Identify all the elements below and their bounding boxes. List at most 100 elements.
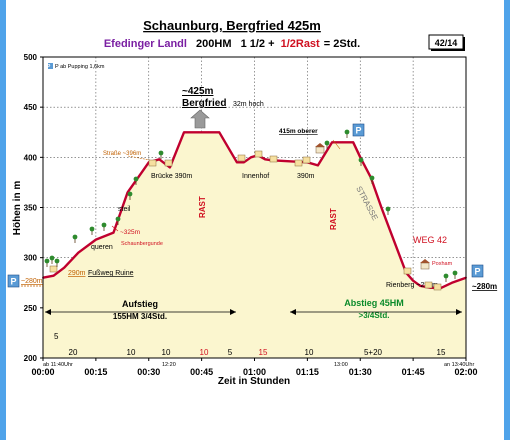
abstieg-detail: >3/4Std.	[359, 311, 390, 320]
tree-12	[344, 129, 350, 135]
aufstieg-arrow-head-left	[45, 309, 51, 315]
tree-14	[369, 175, 375, 181]
parking-sign-end: P	[471, 264, 484, 278]
elevation-point	[391, 234, 393, 237]
x-tick-label: 02:00	[454, 367, 477, 377]
time-1220-label: 12:20	[162, 362, 176, 368]
elevation-point	[317, 164, 319, 167]
page-badge-label: 42/14	[435, 38, 458, 48]
x-tick-label: 01:00	[243, 367, 266, 377]
parking-sign-start: P	[7, 274, 20, 288]
segment-15b: 15	[437, 348, 446, 357]
tree-10	[158, 150, 164, 156]
y-tick-label: 450	[24, 103, 38, 112]
subtitle-rast: 1/2Rast	[281, 38, 320, 50]
y-tick-label: 350	[24, 204, 38, 213]
svg-text:P: P	[10, 277, 16, 287]
rast-label-2: RAST	[329, 208, 338, 230]
elevation-point	[352, 141, 355, 144]
bergfried-note: 32m hoch	[233, 101, 264, 108]
alt-390-label: 390m	[297, 173, 315, 180]
elevation-point	[218, 131, 221, 134]
bergfried-label: Bergfried	[182, 98, 226, 109]
end-time-label: an 13:40Uhr	[444, 362, 474, 368]
end-altitude-label: ~280m	[472, 282, 497, 291]
elevation-point	[250, 156, 252, 159]
rienberg-marker-2	[424, 281, 433, 289]
chart-subtitle: Efedinger Landl 200HM 1 1/2 + 1/2Rast = …	[104, 38, 360, 50]
segment-10-rast: 10	[200, 348, 209, 357]
x-tick-label: 00:00	[31, 367, 54, 377]
segment-10c: 10	[305, 348, 314, 357]
subtitle-time: 1 1/2 +	[241, 38, 275, 50]
elevation-point	[243, 161, 245, 164]
elevation-point	[341, 141, 344, 144]
house-poxham	[420, 262, 430, 270]
tree-6	[101, 222, 107, 228]
parking-legend-letter: P	[47, 64, 51, 70]
tree-13	[358, 157, 364, 163]
elevation-line	[42, 131, 467, 289]
tree-8	[127, 191, 133, 197]
subtitle-total: = 2Std.	[324, 38, 360, 50]
bruecke-marker-2	[164, 159, 173, 167]
ruine-marker	[49, 265, 58, 273]
innenhof-marker-2	[254, 150, 263, 158]
elevation-point	[112, 231, 115, 234]
house-poxham-roof	[420, 259, 430, 263]
elevation-point	[140, 171, 143, 174]
svg-text:P: P	[474, 267, 480, 277]
innenhof-label: Innenhof	[242, 173, 269, 180]
aufstieg-title: Aufstieg	[122, 299, 158, 309]
rienberg-label: Rienberg ~290m	[386, 282, 438, 289]
tree-15	[385, 206, 391, 212]
segment-10b: 10	[162, 348, 171, 357]
tree-1	[44, 258, 50, 264]
tree-3	[54, 258, 60, 264]
x-tick-label: 00:45	[190, 367, 213, 377]
tree-17	[452, 270, 458, 276]
rienberg-marker-1	[403, 267, 412, 275]
subtitle-hm: 200HM	[196, 38, 231, 50]
tree-11	[324, 140, 330, 146]
ruine-altitude-label: 290m	[68, 270, 86, 277]
segment-5b: 5	[228, 348, 233, 357]
bergfried-altitude-label: ~425m	[182, 86, 214, 97]
innenhof-marker-1	[237, 154, 246, 162]
subtitle-region: Efedinger Landl	[104, 38, 187, 50]
weg-label: WEG 42	[413, 235, 447, 245]
tree-16	[443, 273, 449, 279]
tree-2	[49, 255, 55, 261]
elevation-point	[197, 131, 200, 134]
aufstieg-detail: 155HM 3/4Std.	[113, 312, 167, 321]
schaunbergunde-pointer	[111, 225, 119, 232]
parking-legend-icon	[48, 63, 53, 69]
marker-390-b	[302, 156, 311, 164]
x-tick-label: 00:30	[137, 367, 160, 377]
rienberg-marker-3	[433, 283, 442, 291]
x-tick-label: 01:45	[402, 367, 425, 377]
innenhof-marker-3	[269, 155, 278, 163]
x-tick-label: 00:15	[84, 367, 107, 377]
bergfried-tower-icon	[190, 109, 210, 129]
y-tick-label: 200	[24, 354, 38, 363]
elevation-point	[158, 158, 161, 161]
elevation-point	[264, 158, 266, 161]
parking-sign-top: P	[352, 123, 365, 137]
segment-20: 20	[69, 348, 78, 357]
elevation-point	[183, 131, 185, 134]
elevation-point	[412, 279, 414, 282]
strasse-altitude-label: Straße ~396m	[103, 151, 141, 157]
y-tick-label: 400	[24, 153, 38, 162]
abstieg-arrow-head-left	[290, 309, 296, 315]
bruecke-label: Brücke 390m	[151, 173, 192, 180]
elevation-point	[380, 206, 383, 209]
elevation-point	[451, 281, 453, 284]
tree-9	[133, 176, 139, 182]
segment-5-20: 5+20	[364, 348, 383, 357]
aufstieg-arrow-head-right	[230, 309, 236, 315]
x-axis-title: Zeit in Stunden	[218, 376, 290, 387]
x-tick-label: 01:30	[349, 367, 372, 377]
ruine-label: Fußweg Ruine	[88, 270, 134, 277]
